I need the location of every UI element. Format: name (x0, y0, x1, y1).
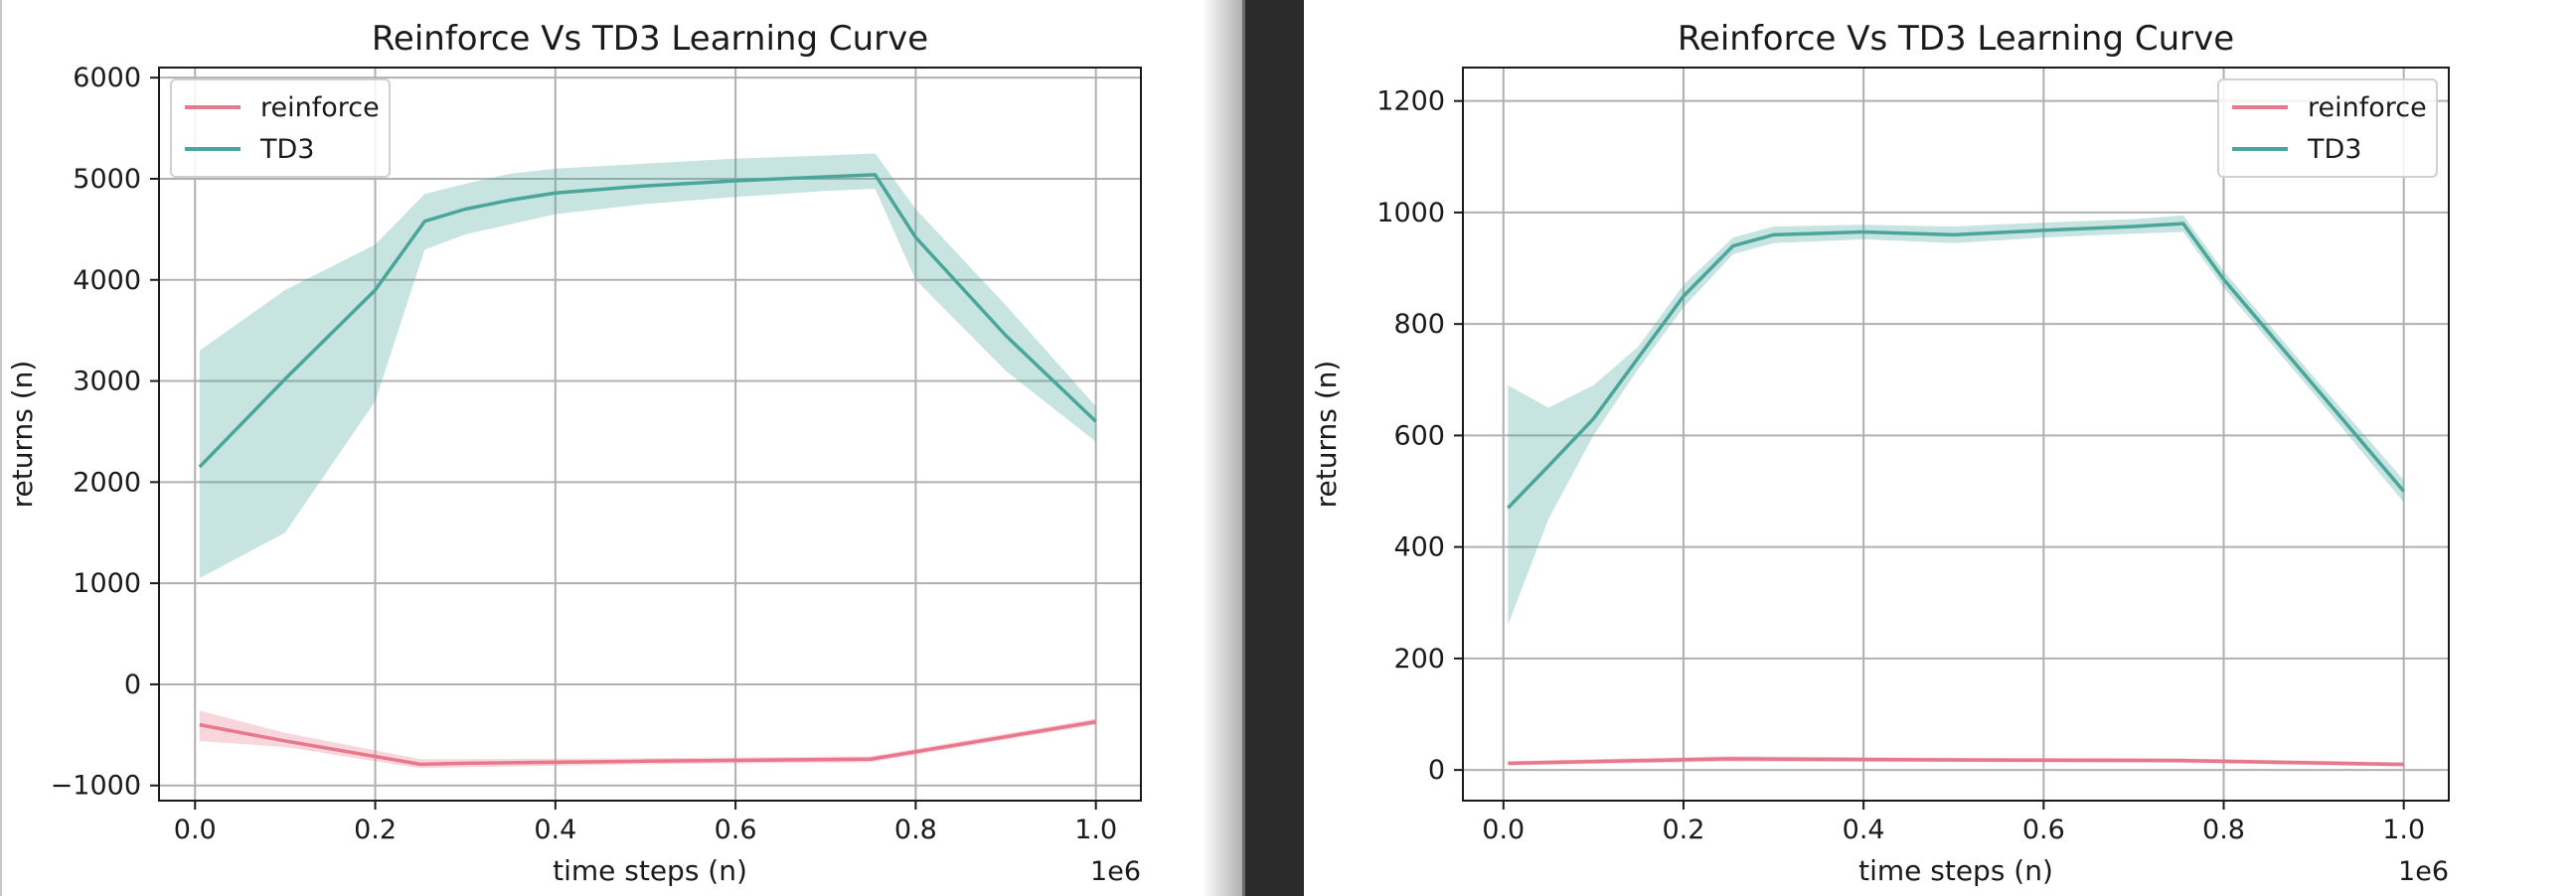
window-divider (1203, 0, 1304, 896)
divider-dark-bar (1242, 0, 1304, 896)
y-tick-label: 200 (1393, 644, 1445, 674)
grid-lines (159, 68, 1141, 801)
legend: reinforce TD3 (170, 78, 391, 178)
series-line-reinforce (1508, 757, 2404, 767)
x-tick-label: 0.6 (2022, 815, 2065, 845)
y-tick-label: 1000 (73, 568, 141, 599)
x-tick-label: 0.8 (894, 815, 937, 845)
y-tick-label: 2000 (73, 467, 141, 498)
y-tick-label: 800 (1393, 309, 1445, 340)
y-tick-label: 1200 (1376, 86, 1445, 117)
legend-label-td3: TD3 (259, 134, 314, 165)
legend-label-td3: TD3 (2307, 134, 2361, 165)
series-line-td3 (198, 173, 1097, 469)
divider-edge (1242, 0, 1245, 896)
legend-label-reinforce: reinforce (260, 92, 380, 123)
x-tick-label: 0.2 (1662, 815, 1704, 845)
y-tick-label: 5000 (73, 164, 141, 195)
x-tick-label: 0.0 (174, 815, 217, 845)
chart-title: Reinforce Vs TD3 Learning Curve (372, 19, 928, 59)
y-tick-label: 600 (1393, 420, 1445, 451)
y-axis-label: returns (n) (1310, 361, 1343, 509)
legend-box (2217, 78, 2438, 178)
series-line-reinforce (199, 719, 1096, 767)
x-axis-label: time steps (n) (1858, 854, 2053, 887)
y-tick-label: 4000 (73, 265, 141, 296)
confidence-band-td3 (1508, 215, 2404, 626)
x-tick-label: 0.6 (715, 815, 757, 845)
x-tick-label: 0.4 (1843, 815, 1885, 845)
confidence-band-td3 (199, 153, 1096, 579)
x-offset-label: 1e6 (2398, 856, 2449, 887)
x-tick-label: 1.0 (1074, 815, 1117, 845)
y-tick-label: 6000 (73, 63, 141, 93)
plot-frame (158, 67, 1142, 802)
learning-curve-chart-right: Reinforce Vs TD3 Learning Curve 0.0 0.2 0.4… (1310, 19, 2450, 887)
series-line-td3 (1507, 222, 2406, 510)
y-axis-label: returns (n) (6, 361, 39, 509)
chart-panel-right: Reinforce Vs TD3 Learning Curve 0.0 0.2 0.4… (1304, 0, 2576, 896)
plot-frame (1462, 67, 2450, 802)
panel-border (0, 0, 2, 896)
x-tick-label: 0.2 (354, 815, 397, 845)
x-axis-label: time steps (n) (553, 854, 747, 887)
legend: reinforce TD3 (2217, 78, 2438, 178)
x-tick-label: 0.8 (2202, 815, 2245, 845)
chart-title: Reinforce Vs TD3 Learning Curve (1678, 19, 2234, 59)
x-offset-label: 1e6 (1090, 856, 1141, 887)
y-tick-label: −1000 (51, 771, 141, 802)
x-tick-label: 0.0 (1482, 815, 1525, 845)
learning-curve-chart-left: Reinforce Vs TD3 Learning Curve 0.0 0.2 0.4… (6, 19, 1142, 887)
y-tick-label: 1000 (1376, 198, 1445, 228)
legend-label-reinforce: reinforce (2308, 92, 2427, 123)
x-tick-label: 0.4 (534, 815, 576, 845)
divider-shadow (1203, 0, 1246, 896)
y-tick-label: 400 (1393, 532, 1445, 563)
y-tick-label: 0 (124, 670, 141, 700)
y-tick-label: 3000 (73, 367, 141, 397)
chart-panel-left: Reinforce Vs TD3 Learning Curve 0.0 0.2 0.4… (0, 0, 1203, 896)
x-tick-label: 1.0 (2382, 815, 2425, 845)
y-tick-label: 0 (1428, 755, 1445, 786)
legend-box (170, 78, 391, 178)
